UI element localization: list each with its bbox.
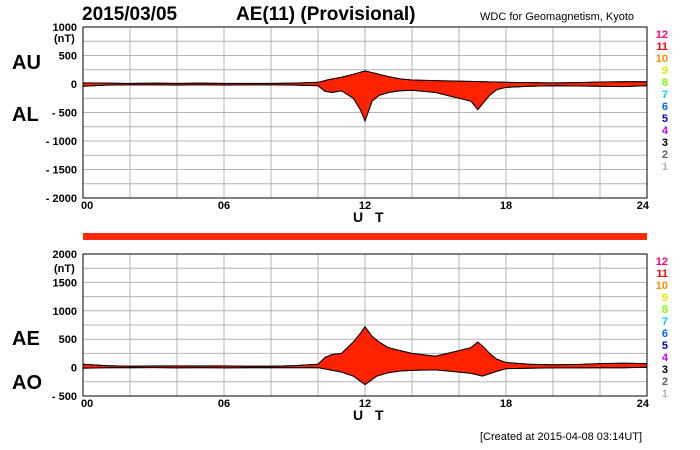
bottom-x-tick-label: 06 <box>218 398 230 410</box>
bottom-level-8-label: 8 <box>662 304 668 316</box>
top-y-tick-label: - 2000 <box>46 193 77 205</box>
bottom-y-tick-label: - 500 <box>52 391 77 403</box>
al-label: AL <box>12 104 39 126</box>
bottom-level-5-label: 5 <box>662 340 668 352</box>
bottom-unit-label: (nT) <box>54 263 75 275</box>
top-x-tick-label: 06 <box>218 200 230 212</box>
top-y-tick-label: 500 <box>59 51 77 63</box>
top-y-tick-label: - 500 <box>52 108 77 120</box>
bottom-x-tick-label: 00 <box>81 398 93 410</box>
top-level-1-label: 1 <box>662 161 668 173</box>
bottom-level-2-label: 2 <box>662 376 668 388</box>
top-x-tick-label: 24 <box>637 200 650 212</box>
top-y-tick-label: - 1500 <box>46 165 77 177</box>
chart-title: AE(11) (Provisional) <box>236 4 416 25</box>
series-al-line <box>82 84 648 123</box>
series-ae-line <box>82 325 648 367</box>
series-ao-line <box>82 366 648 386</box>
bottom-area-fill <box>82 326 648 386</box>
top-unit-label: (nT) <box>54 33 75 45</box>
top-x-tick-label: 18 <box>500 200 512 212</box>
top-level-6-label: 6 <box>662 101 668 113</box>
bottom-level-6-label: 6 <box>662 328 668 340</box>
top-level-9-label: 9 <box>662 65 668 77</box>
top-area-fill <box>82 70 648 123</box>
top-level-7-label: 7 <box>662 89 668 101</box>
top-y-tick-label: - 1000 <box>46 136 77 148</box>
top-plot-frame <box>82 26 648 199</box>
bottom-level-9-label: 9 <box>662 292 668 304</box>
bottom-x-tick-label: 18 <box>500 398 512 410</box>
date-label: 2015/03/05 <box>82 4 178 25</box>
top-y-tick-label: 0 <box>71 79 77 91</box>
ae-label: AE <box>12 328 40 350</box>
bottom-x-axis-label: U T <box>353 407 388 423</box>
bottom-level-10-label: 10 <box>656 280 668 292</box>
top-x-tick-label: 00 <box>81 200 93 212</box>
top-x-tick-label: 12 <box>359 200 371 212</box>
top-level-5-label: 5 <box>662 113 668 125</box>
bottom-x-tick-label: 24 <box>637 398 650 410</box>
top-x-axis-label: U T <box>353 209 388 225</box>
bottom-plot-frame <box>82 253 648 397</box>
bottom-level-7-label: 7 <box>662 316 668 328</box>
bottom-y-tick-label: 1000 <box>53 306 77 318</box>
ao-label: AO <box>12 372 42 394</box>
top-level-2-label: 2 <box>662 149 668 161</box>
series-au-line <box>82 70 647 84</box>
top-level-10-label: 10 <box>656 53 668 65</box>
bottom-x-tick-label: 12 <box>359 398 371 410</box>
bottom-level-12-label: 12 <box>656 256 668 268</box>
top-level-12-label: 12 <box>656 29 668 41</box>
au-label: AU <box>12 52 41 74</box>
bottom-level-4-label: 4 <box>662 352 669 364</box>
credit-label: WDC for Geomagnetism, Kyoto <box>480 11 635 23</box>
bottom-y-tick-label: 0 <box>71 363 77 375</box>
bottom-level-1-label: 1 <box>662 388 668 400</box>
top-level-4-label: 4 <box>662 125 669 137</box>
top-y-tick-label: 1000 <box>53 22 77 34</box>
activity-level-bar <box>83 233 647 240</box>
top-level-8-label: 8 <box>662 77 668 89</box>
bottom-level-3-label: 3 <box>662 364 668 376</box>
top-level-3-label: 3 <box>662 137 668 149</box>
bottom-y-tick-label: 1500 <box>53 277 77 289</box>
bottom-level-11-label: 11 <box>656 268 668 280</box>
bottom-y-tick-label: 2000 <box>53 249 77 261</box>
top-level-11-label: 11 <box>656 41 668 53</box>
bottom-y-tick-label: 500 <box>59 334 77 346</box>
created-timestamp: [Created at 2015-04-08 03:14UT] <box>480 431 643 443</box>
